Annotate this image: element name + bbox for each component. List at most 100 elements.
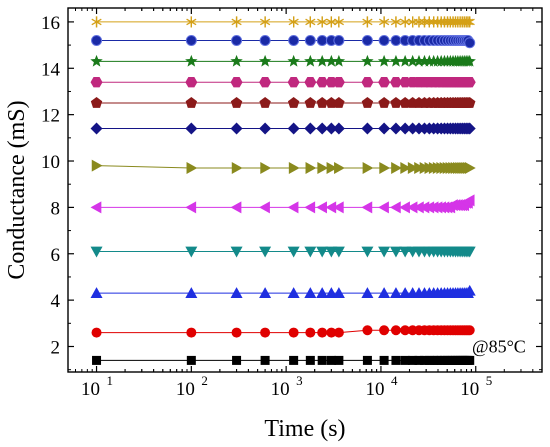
data-point — [316, 287, 329, 298]
data-point — [414, 355, 424, 365]
data-point — [325, 54, 338, 67]
data-point — [230, 97, 243, 108]
x-tick-exponent: 4 — [391, 373, 398, 388]
data-point — [424, 16, 435, 28]
data-point — [230, 287, 243, 298]
temperature-annotation: @85°C — [472, 336, 526, 356]
data-point — [378, 246, 391, 258]
data-point — [316, 122, 329, 135]
data-point — [186, 327, 197, 338]
data-point — [186, 16, 197, 28]
data-point — [326, 161, 338, 174]
data-point — [389, 201, 401, 214]
data-point — [412, 201, 424, 214]
data-point — [185, 122, 198, 135]
data-point — [287, 246, 300, 258]
data-point — [185, 97, 198, 108]
data-point — [231, 327, 242, 338]
data-point — [463, 246, 476, 258]
data-point — [90, 122, 103, 135]
data-point — [230, 54, 243, 67]
data-point — [304, 246, 317, 258]
data-point — [231, 161, 243, 174]
data-point — [390, 97, 402, 108]
data-point — [325, 201, 337, 214]
data-point — [464, 37, 476, 49]
data-point — [406, 201, 418, 214]
data-point — [333, 34, 345, 46]
series-5 — [91, 159, 476, 174]
data-point — [333, 327, 344, 338]
data-point — [362, 16, 373, 28]
x-tick-exponent: 5 — [486, 373, 493, 388]
data-point — [185, 34, 197, 46]
data-point — [316, 54, 329, 67]
data-point — [289, 355, 299, 365]
data-point — [316, 34, 328, 46]
data-point — [414, 161, 425, 174]
data-point — [361, 246, 374, 258]
data-point — [232, 355, 242, 365]
data-point — [230, 246, 243, 258]
data-point — [391, 355, 401, 365]
x-tick-exponent: 3 — [296, 373, 303, 388]
data-point — [259, 246, 272, 258]
data-point — [379, 161, 391, 174]
data-point — [334, 355, 344, 365]
data-point — [462, 16, 474, 28]
series-layer — [90, 16, 476, 365]
data-point — [332, 122, 345, 135]
data-point — [287, 76, 300, 88]
data-point — [332, 76, 345, 88]
data-point — [361, 287, 374, 298]
data-point — [326, 355, 336, 365]
series-7 — [90, 97, 476, 108]
data-point — [406, 122, 419, 135]
data-point — [332, 287, 345, 298]
series-0 — [92, 355, 475, 365]
data-point — [288, 34, 300, 46]
y-tick-label: 12 — [41, 106, 60, 127]
data-point — [231, 34, 243, 46]
ticks-layer: 2 4 6 8 10 12 14 16 10 1 10 2 10 3 10 4 10 5 — [41, 8, 542, 400]
data-point — [90, 76, 103, 88]
data-point — [260, 355, 270, 365]
data-point — [463, 54, 476, 67]
data-point — [361, 54, 374, 67]
y-tick-label: 16 — [41, 13, 60, 34]
series-10 — [91, 34, 476, 49]
data-point — [412, 54, 426, 67]
x-axis-title: Time (s) — [264, 416, 345, 442]
data-point — [185, 54, 198, 67]
data-point — [186, 355, 196, 365]
data-point — [399, 122, 412, 135]
x-tick-label: 10 — [176, 379, 195, 400]
data-point — [464, 325, 475, 336]
series-4 — [90, 194, 475, 214]
data-point — [378, 201, 389, 214]
data-point — [90, 201, 102, 214]
data-point — [305, 327, 316, 338]
data-point — [361, 201, 373, 214]
data-point — [287, 287, 300, 298]
data-point — [463, 76, 476, 88]
data-point — [332, 246, 345, 258]
data-point — [408, 355, 418, 365]
data-point — [325, 76, 338, 88]
data-point — [90, 54, 103, 67]
data-point — [91, 327, 102, 338]
data-point — [259, 287, 272, 298]
data-point — [399, 97, 411, 108]
data-point — [334, 161, 345, 174]
y-tick-label: 10 — [41, 152, 60, 173]
data-point — [418, 54, 431, 67]
data-point — [377, 54, 391, 67]
x-tick-label: 10 — [81, 379, 100, 400]
data-point — [304, 54, 317, 67]
data-point — [259, 76, 272, 88]
data-point — [304, 201, 316, 214]
data-point — [304, 34, 316, 46]
series-2 — [90, 284, 476, 298]
data-point — [333, 16, 344, 28]
